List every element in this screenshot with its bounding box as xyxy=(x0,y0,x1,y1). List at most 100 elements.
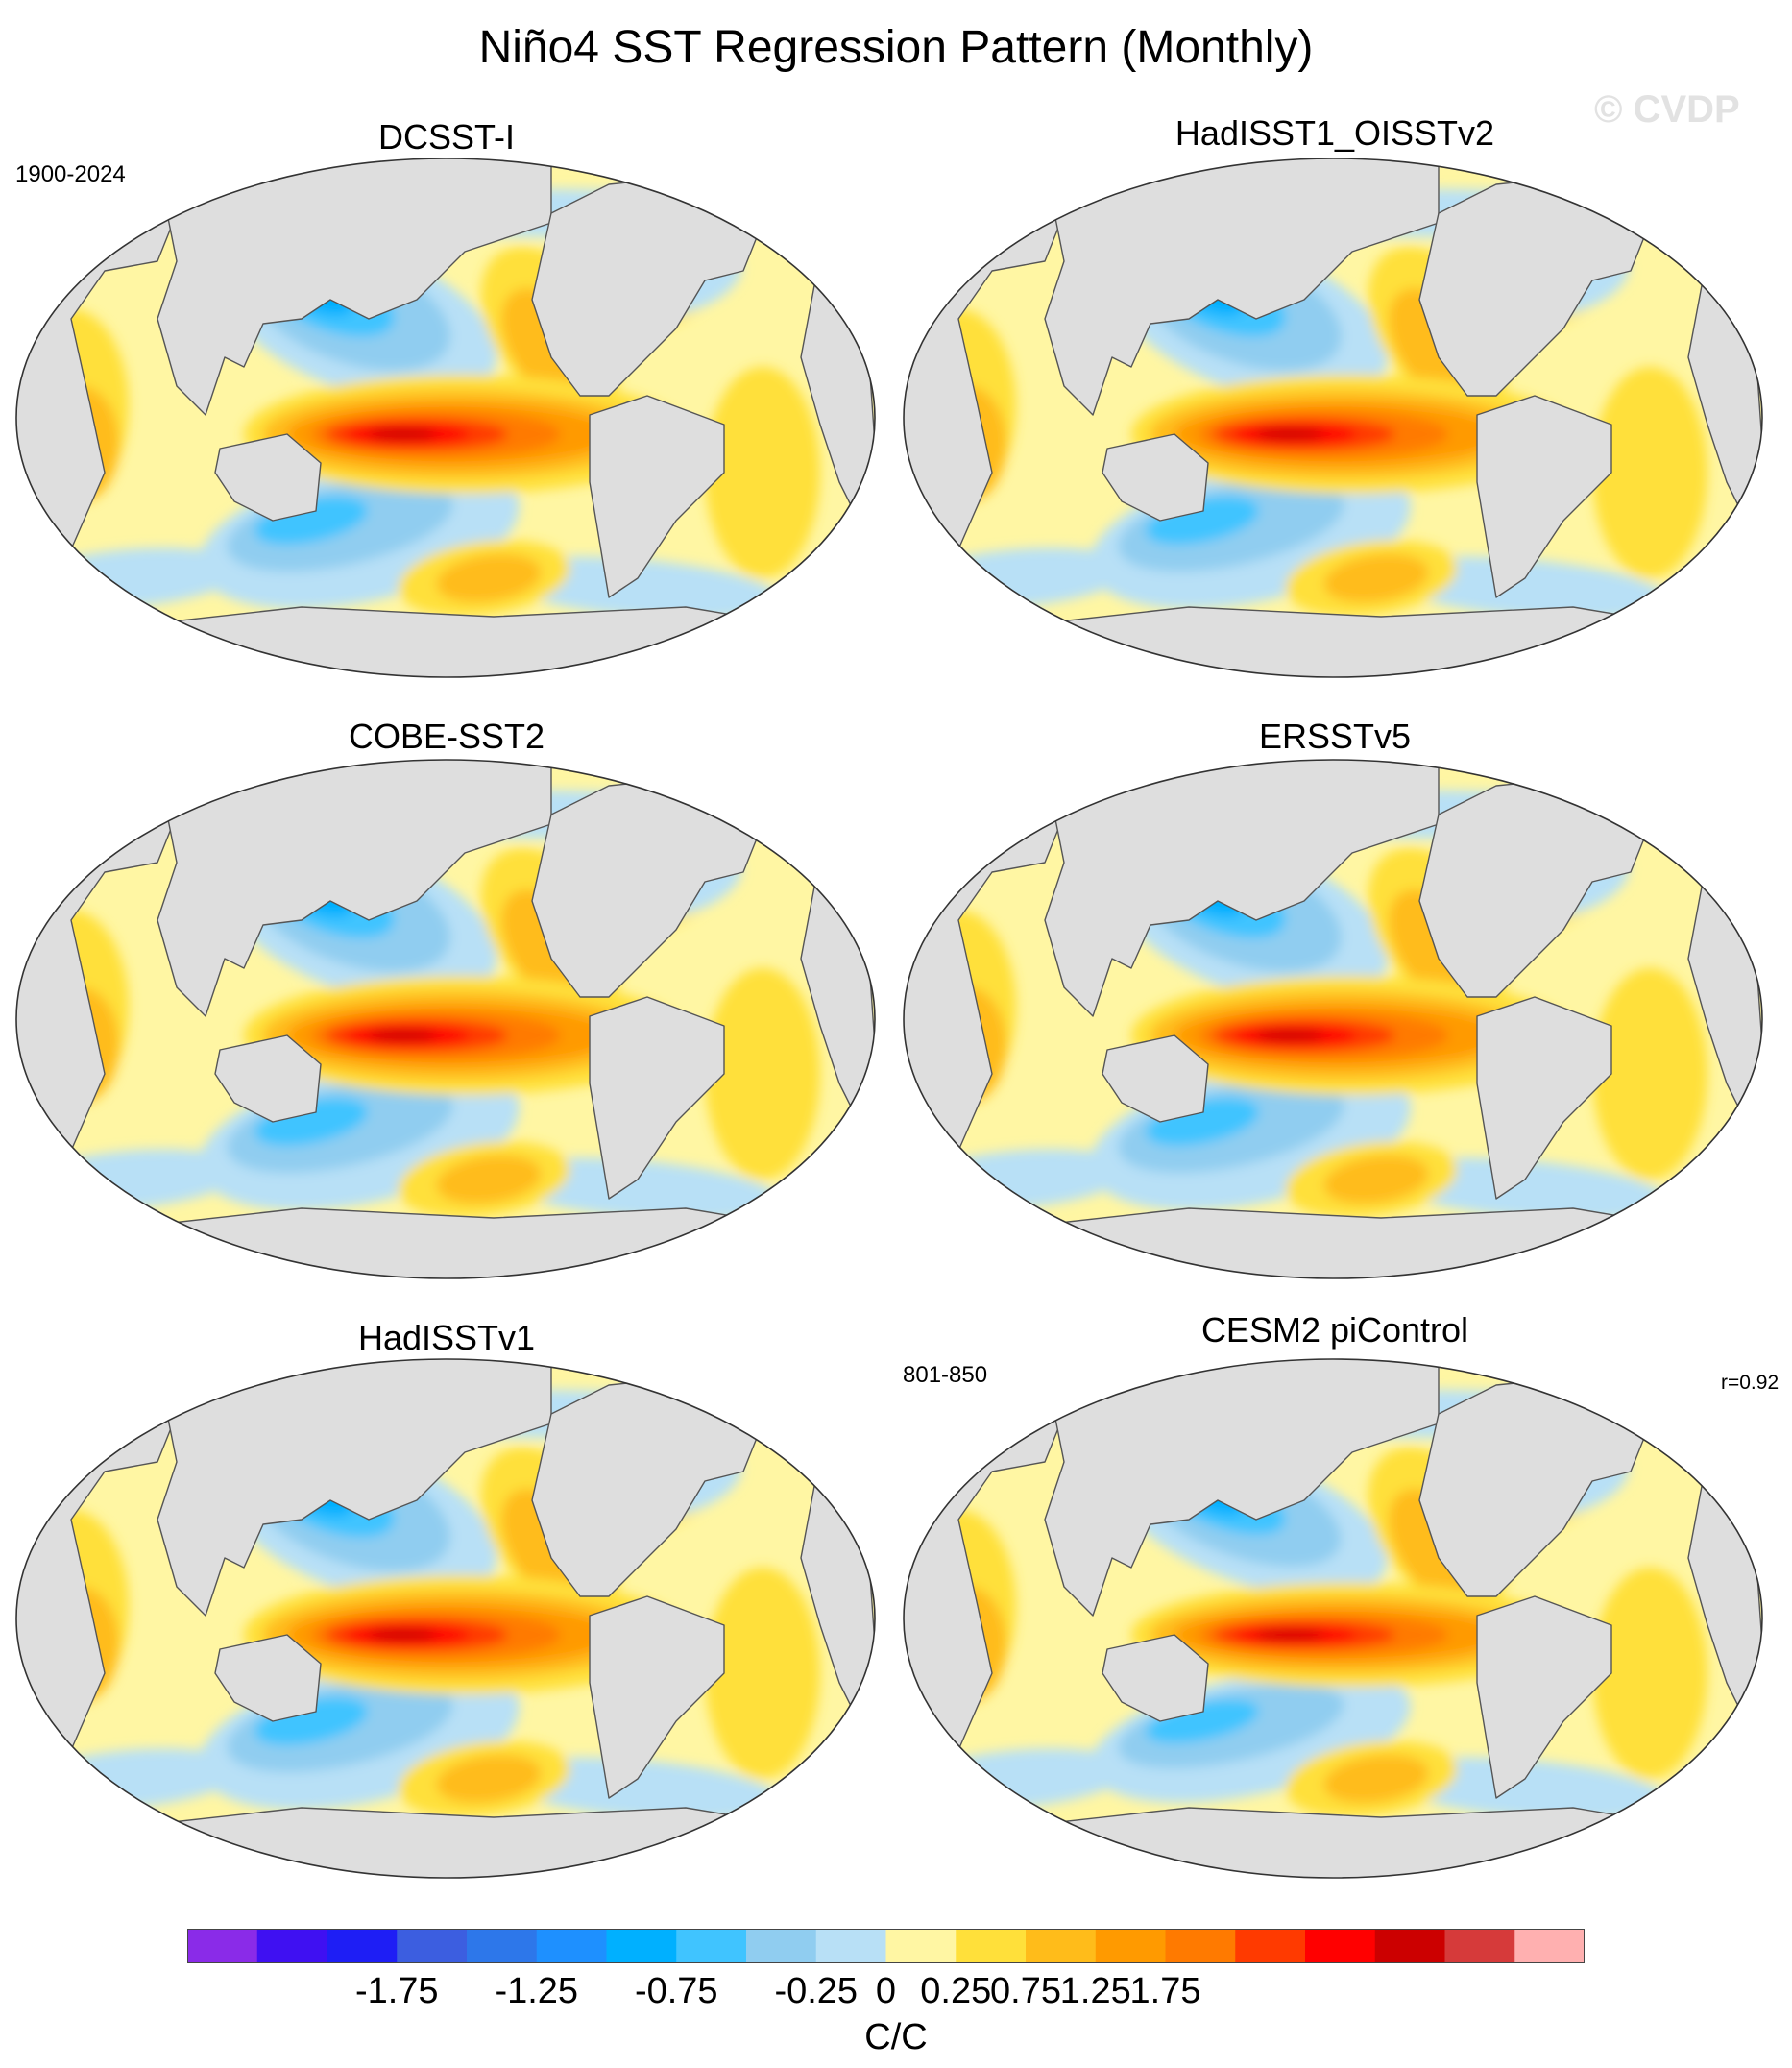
colorbar-swatch xyxy=(1165,1929,1236,1963)
anomaly-contour xyxy=(705,367,820,578)
colorbar-tick-label: 1.25 xyxy=(1059,1971,1131,2011)
figure-title: Niño4 SST Regression Pattern (Monthly) xyxy=(478,22,1314,73)
map-panel-dcsst-i xyxy=(13,156,878,680)
colorbar-tick-label: -0.25 xyxy=(774,1971,859,2011)
colorbar-tick-label: 0 xyxy=(875,1971,897,2011)
landmass xyxy=(214,1034,322,1123)
anomaly-contour xyxy=(1323,554,1429,602)
colorbar-swatch xyxy=(1444,1929,1515,1963)
colorbar-swatch xyxy=(536,1929,607,1963)
colorbar-swatch xyxy=(606,1929,677,1963)
landmass xyxy=(128,606,802,677)
pattern-correlation: r=0.92 xyxy=(1721,1372,1780,1394)
map-panel-cobe-sst2 xyxy=(13,757,878,1281)
map-panel-cesm2-picontrol xyxy=(901,1356,1765,1881)
anomaly-contour xyxy=(1592,968,1707,1180)
landmass xyxy=(214,1634,322,1722)
anomaly-contour xyxy=(1592,367,1707,578)
map-border xyxy=(15,759,876,1279)
map-border xyxy=(903,759,1763,1279)
landmass xyxy=(1044,1359,1440,1617)
colorbar-swatch xyxy=(1095,1929,1166,1963)
anomaly-contour xyxy=(16,158,234,199)
anomaly-contour xyxy=(904,1359,1122,1399)
colorbar-swatch xyxy=(676,1929,747,1963)
colorbar-swatch xyxy=(1514,1929,1585,1963)
map-panel-hadisst1-oisstv2 xyxy=(901,156,1765,680)
anomaly-contour xyxy=(1323,1755,1429,1803)
landmass xyxy=(157,1359,552,1617)
colorbar-swatch xyxy=(1374,1929,1445,1963)
landmass xyxy=(1476,395,1612,598)
landmass xyxy=(1476,1595,1612,1799)
panel-title-cobe-sst2: COBE-SST2 xyxy=(348,717,545,756)
colorbar-tick-label: -1.25 xyxy=(495,1971,579,2011)
landmass xyxy=(1476,996,1612,1200)
colorbar xyxy=(187,1929,1585,1963)
colorbar-swatch xyxy=(397,1929,468,1963)
anomaly-contour xyxy=(1256,428,1323,440)
landmass xyxy=(589,395,725,598)
landmass xyxy=(157,158,552,416)
anomaly-contour xyxy=(436,1156,542,1204)
map-panel-hadisstv1 xyxy=(13,1356,878,1881)
landmass xyxy=(589,996,725,1200)
panel-title-ersstv5: ERSSTv5 xyxy=(1258,717,1412,756)
panel-period-dcsst-i: 1900-2024 xyxy=(15,161,126,187)
landmass xyxy=(1015,1207,1689,1278)
map-border xyxy=(15,158,876,678)
colorbar-swatch xyxy=(1235,1929,1306,1963)
map-panel-ersstv5 xyxy=(901,757,1765,1281)
landmass xyxy=(589,1595,725,1799)
landmass xyxy=(128,1807,802,1878)
colorbar-swatch xyxy=(1305,1929,1376,1963)
anomaly-contour xyxy=(369,1629,436,1641)
colorbar-tick-label: -1.75 xyxy=(354,1971,439,2011)
colorbar-swatch xyxy=(256,1929,327,1963)
landmass xyxy=(128,1207,802,1278)
colorbar-swatch xyxy=(815,1929,886,1963)
landmass xyxy=(1102,1034,1209,1123)
anomaly-contour xyxy=(904,158,1122,199)
colorbar-units: C/C xyxy=(864,2017,928,2057)
anomaly-contour xyxy=(705,968,820,1180)
anomaly-contour xyxy=(436,554,542,602)
panel-title-dcsst-i: DCSST-I xyxy=(377,117,515,157)
panel-title-cesm2-picontrol: CESM2 piControl xyxy=(1200,1310,1469,1350)
anomaly-contour xyxy=(705,1568,820,1779)
map-border xyxy=(15,1358,876,1879)
anomaly-contour xyxy=(1256,1629,1323,1641)
colorbar-swatch xyxy=(885,1929,957,1963)
colorbar-tick-label: 0.25 xyxy=(920,1971,992,2011)
landmass xyxy=(1015,606,1689,677)
colorbar-swatch xyxy=(187,1929,258,1963)
landmass xyxy=(1015,1807,1689,1878)
colorbar-tick-label: 1.75 xyxy=(1129,1971,1201,2011)
colorbar-swatch xyxy=(1026,1929,1097,1963)
landmass xyxy=(1102,433,1209,522)
landmass xyxy=(1102,1634,1209,1722)
landmass xyxy=(157,760,552,1017)
colorbar-tick-label: -0.75 xyxy=(634,1971,718,2011)
colorbar-swatch xyxy=(327,1929,398,1963)
map-border xyxy=(903,158,1763,678)
colorbar-swatch xyxy=(746,1929,817,1963)
map-border xyxy=(903,1358,1763,1879)
colorbar-swatch xyxy=(467,1929,538,1963)
landmass xyxy=(1044,158,1440,416)
landmass xyxy=(1044,760,1440,1017)
anomaly-contour xyxy=(1323,1156,1429,1204)
anomaly-contour xyxy=(16,1359,234,1399)
landmass xyxy=(214,433,322,522)
anomaly-contour xyxy=(436,1755,542,1803)
cvdp-watermark: © CVDP xyxy=(1594,88,1740,131)
colorbar-tick-label: 0.75 xyxy=(990,1971,1061,2011)
colorbar-swatch xyxy=(956,1929,1027,1963)
anomaly-contour xyxy=(369,428,436,440)
panel-title-hadisstv1: HadISSTv1 xyxy=(357,1318,536,1357)
anomaly-contour xyxy=(16,760,234,800)
panel-period-cesm2: 801-850 xyxy=(903,1362,988,1388)
anomaly-contour xyxy=(904,760,1122,800)
anomaly-contour xyxy=(1592,1568,1707,1779)
anomaly-contour xyxy=(1256,1030,1323,1041)
